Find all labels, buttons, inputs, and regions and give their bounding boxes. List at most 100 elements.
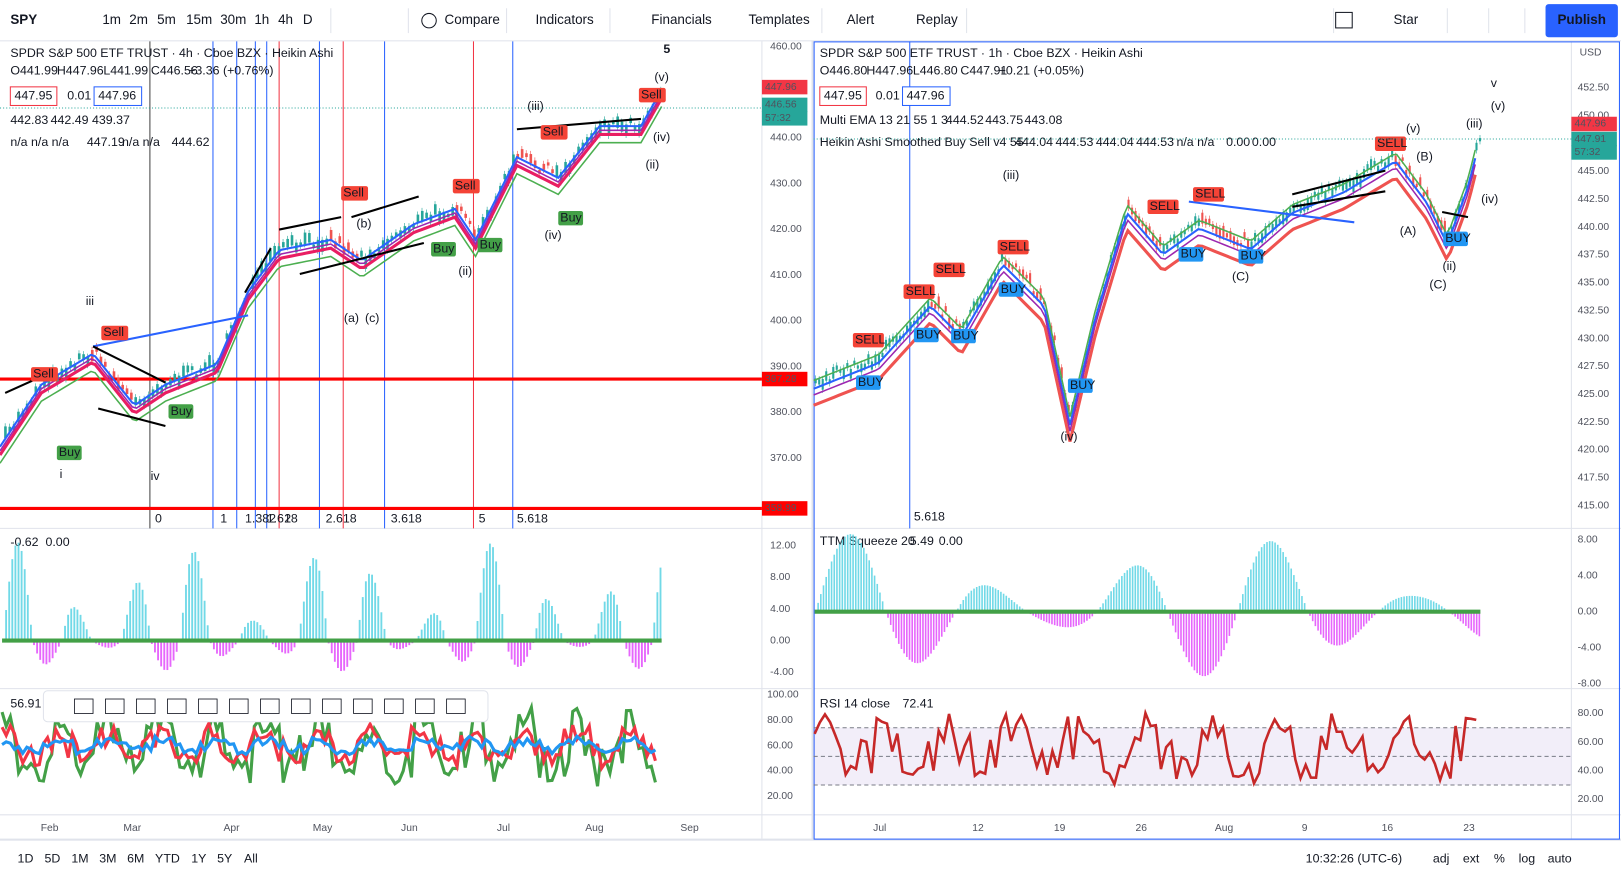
ohlc-value: O446.80	[820, 64, 868, 78]
interval[interactable]: 2m	[129, 12, 148, 27]
histogram-bar	[461, 641, 463, 662]
range-button[interactable]: 3M	[99, 852, 116, 866]
histogram-bar	[987, 586, 989, 612]
toolbar-button[interactable]: Templates	[748, 12, 810, 27]
layout-name[interactable]: Star	[1394, 12, 1419, 27]
time-label: Sep	[680, 823, 699, 834]
histogram-bar	[439, 621, 441, 641]
signal-label: Sell	[33, 367, 54, 381]
histogram-bar	[194, 552, 196, 641]
interval[interactable]: 1h	[254, 12, 269, 27]
histogram-bar	[1153, 581, 1155, 612]
price-tick-label: 420.00	[1578, 445, 1610, 456]
histogram-bar	[1352, 612, 1354, 638]
wave-label: 5	[663, 42, 670, 56]
range-button[interactable]: 1D	[18, 852, 34, 866]
histogram-bar	[1124, 573, 1126, 612]
histogram-bar	[542, 603, 544, 641]
histogram-bar	[825, 577, 827, 612]
signal-label: Buy	[560, 210, 582, 224]
scale-option[interactable]: ext	[1463, 852, 1480, 866]
price-tick-label: 460.00	[770, 41, 802, 52]
price-tick-label: 440.00	[770, 133, 802, 144]
indicator-name: RSI 14 close	[820, 696, 890, 710]
histogram-bar	[860, 543, 862, 612]
signal-label: Sell	[641, 87, 662, 101]
price-tick-label: 400.00	[770, 316, 802, 327]
histogram-bar	[495, 561, 497, 640]
publish-label[interactable]: Publish	[1557, 12, 1606, 27]
symbol[interactable]: SPY	[10, 12, 37, 27]
toolbar-button[interactable]: Compare	[445, 12, 500, 27]
price-tick-label: 417.50	[1578, 473, 1610, 484]
candle	[360, 251, 363, 257]
interval[interactable]: 1m	[102, 12, 121, 27]
wave-label: (C)	[1232, 269, 1249, 283]
scale-option[interactable]: adj	[1433, 852, 1450, 866]
price-tick-label: 0.00	[1578, 606, 1598, 617]
candle	[464, 214, 467, 218]
histogram-bar	[847, 535, 849, 612]
right-chart	[814, 41, 1621, 838]
interval[interactable]: D	[303, 12, 313, 27]
histogram-bar	[467, 641, 469, 658]
candle	[282, 242, 285, 247]
histogram-bar	[185, 585, 187, 641]
histogram-bar	[126, 615, 128, 641]
toolbar-button[interactable]: Replay	[916, 12, 958, 27]
signal-label: Buy	[433, 241, 455, 255]
interval[interactable]: 15m	[186, 12, 212, 27]
histogram-bar	[619, 621, 621, 641]
drawing-toolbar[interactable]	[43, 691, 488, 722]
fib-label: 5.618	[517, 511, 548, 525]
histogram-bar	[70, 609, 72, 641]
histogram-bar	[219, 641, 221, 656]
histogram-bar	[80, 615, 82, 641]
range-button[interactable]: 5D	[44, 852, 60, 866]
histogram-bar	[997, 590, 999, 612]
range-button[interactable]: 1M	[71, 852, 88, 866]
range-button[interactable]: All	[244, 852, 258, 866]
histogram-bar	[1320, 612, 1322, 635]
histogram-bar	[359, 620, 361, 641]
scale-option[interactable]: log	[1519, 852, 1536, 866]
candle	[469, 221, 472, 224]
range-button[interactable]: 6M	[127, 852, 144, 866]
scale-option[interactable]: auto	[1548, 852, 1572, 866]
histogram-bar	[656, 592, 658, 640]
interval[interactable]: 5m	[157, 12, 176, 27]
histogram-bar	[343, 641, 345, 671]
histogram-bar	[250, 621, 252, 641]
histogram-bar	[981, 585, 983, 611]
ema-value: 442.49	[51, 113, 89, 127]
signal-label: SELL	[855, 332, 885, 346]
currency[interactable]: USD	[1580, 47, 1602, 58]
price-tick-label: 0.00	[770, 635, 790, 646]
interval[interactable]: 4h	[278, 12, 293, 27]
toolbar-button[interactable]: Financials	[651, 12, 712, 27]
range-button[interactable]: 1Y	[191, 852, 206, 866]
histogram-bar	[374, 583, 376, 641]
price-tick-label: 390.00	[770, 361, 802, 372]
histogram-bar	[1108, 595, 1110, 611]
histogram-bar	[1266, 542, 1268, 612]
signal-label: Buy	[171, 404, 193, 418]
histogram-bar	[1290, 569, 1292, 612]
histogram-bar	[64, 626, 66, 641]
range-button[interactable]: YTD	[155, 852, 180, 866]
histogram-bar	[855, 536, 857, 611]
histogram-bar	[318, 571, 320, 641]
interval[interactable]: 30m	[220, 12, 246, 27]
histogram-bar	[182, 613, 184, 641]
ha-value: 444.04	[1015, 135, 1053, 149]
toolbar-button[interactable]: Alert	[847, 12, 875, 27]
fib-label: 1	[220, 511, 227, 525]
ask: 447.96	[907, 88, 945, 102]
histogram-bar	[253, 621, 255, 641]
toolbar-button[interactable]: Indicators	[536, 12, 595, 27]
signal-label: BUY	[1070, 378, 1095, 392]
wave-label: (v)	[1491, 99, 1505, 113]
scale-option[interactable]: %	[1494, 852, 1505, 866]
range-button[interactable]: 5Y	[217, 852, 232, 866]
